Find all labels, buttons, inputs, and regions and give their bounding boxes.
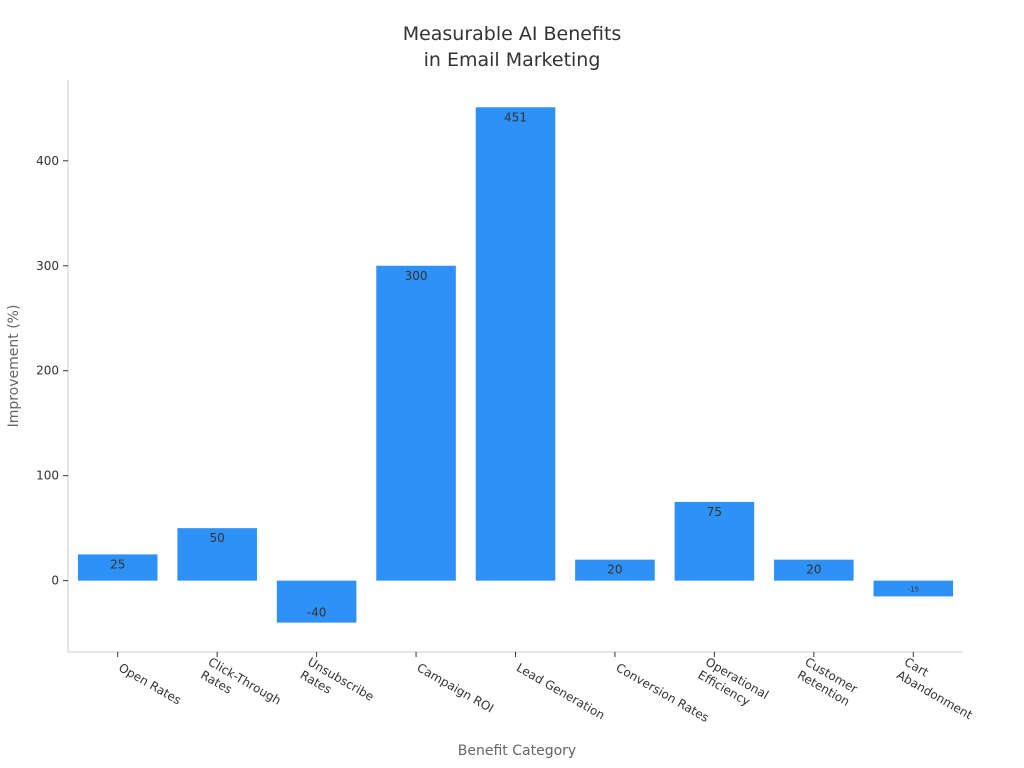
data-label: 50 — [210, 531, 225, 545]
data-label: -15 — [908, 585, 919, 593]
x-tick-label: UnsubscribeRates — [298, 655, 377, 717]
data-label: -40 — [307, 606, 327, 620]
bar — [674, 501, 755, 581]
x-tick-label: Open Rates — [116, 660, 183, 707]
bar — [575, 559, 655, 581]
bar — [873, 580, 954, 597]
bar — [376, 265, 456, 581]
data-label: 300 — [405, 269, 428, 283]
data-label: 20 — [806, 563, 821, 577]
x-tick-label: Conversion Rates — [613, 660, 711, 725]
y-axis-label: Improvement (%) — [6, 305, 22, 428]
bar — [774, 559, 854, 581]
x-tick-label: CartAbandonment — [894, 655, 982, 723]
y-tick-label: 400 — [36, 154, 59, 168]
x-tick-label: CustomerRetention — [795, 655, 860, 709]
bar — [475, 107, 556, 581]
data-label: 75 — [707, 505, 722, 519]
x-tick-label: Click-ThroughRates — [198, 655, 283, 721]
bar — [276, 580, 357, 623]
y-tick-label: 300 — [36, 259, 59, 273]
x-tick-label: Campaign ROI — [415, 660, 497, 715]
bar — [177, 528, 257, 581]
y-tick-label: 100 — [36, 469, 59, 483]
x-axis-label: Benefit Category — [458, 743, 576, 759]
data-label: 451 — [504, 110, 527, 124]
data-label: 25 — [110, 557, 125, 571]
data-label: 20 — [607, 563, 622, 577]
chart-title: Measurable AI Benefits in Email Marketing — [403, 23, 622, 71]
y-tick-label: 0 — [51, 574, 59, 588]
bar — [77, 554, 158, 581]
y-tick-label: 200 — [36, 364, 59, 378]
x-tick-label: OperationalEfficiency — [696, 655, 771, 715]
x-tick-label: Lead Generation — [514, 660, 607, 722]
